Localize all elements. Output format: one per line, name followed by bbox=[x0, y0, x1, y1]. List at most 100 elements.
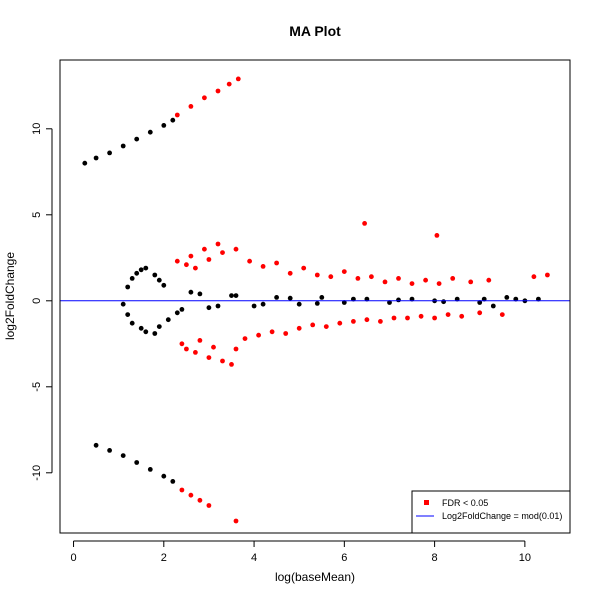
data-point bbox=[165, 317, 171, 323]
data-point bbox=[459, 313, 465, 319]
data-point bbox=[156, 324, 162, 329]
data-point bbox=[477, 310, 483, 316]
data-point bbox=[328, 274, 334, 280]
data-point bbox=[310, 322, 316, 328]
data-point bbox=[215, 303, 221, 309]
y-axis: -10 -5 0 5 10 bbox=[31, 123, 53, 481]
data-point bbox=[364, 317, 370, 323]
data-point bbox=[405, 315, 410, 321]
data-point bbox=[296, 325, 302, 331]
x-axis: 0 2 4 6 8 10 bbox=[70, 540, 531, 564]
data-point bbox=[170, 117, 176, 123]
data-point bbox=[436, 281, 442, 286]
data-point bbox=[161, 473, 167, 479]
data-point bbox=[362, 221, 367, 226]
data-point bbox=[107, 448, 112, 453]
data-point bbox=[120, 301, 126, 307]
data-point bbox=[188, 104, 194, 109]
x-tick-label: 2 bbox=[161, 552, 167, 564]
data-point bbox=[174, 258, 180, 264]
data-points bbox=[82, 76, 550, 524]
data-point bbox=[314, 272, 320, 278]
x-axis-title: log(baseMean) bbox=[275, 570, 355, 584]
data-point bbox=[260, 301, 266, 307]
data-point bbox=[378, 319, 383, 324]
data-point bbox=[499, 312, 505, 317]
data-point bbox=[129, 320, 135, 326]
data-point bbox=[197, 291, 203, 297]
data-point bbox=[120, 143, 126, 149]
data-point bbox=[107, 150, 112, 156]
data-point bbox=[120, 453, 126, 458]
data-point bbox=[134, 270, 140, 276]
data-point bbox=[434, 233, 440, 238]
data-point bbox=[432, 315, 437, 321]
data-point bbox=[152, 331, 158, 336]
y-tick-label: 5 bbox=[31, 212, 43, 218]
y-axis-title: log2FoldChange bbox=[3, 252, 17, 340]
data-point bbox=[215, 241, 221, 247]
data-point bbox=[274, 260, 279, 266]
data-point bbox=[193, 350, 198, 355]
legend-label-fdr: FDR < 0.05 bbox=[442, 498, 488, 508]
data-point bbox=[233, 293, 239, 298]
data-point bbox=[256, 332, 261, 338]
data-point bbox=[206, 503, 212, 508]
data-point bbox=[274, 295, 279, 300]
data-point bbox=[134, 460, 140, 465]
data-point bbox=[382, 279, 388, 285]
data-point bbox=[197, 497, 203, 503]
data-point bbox=[296, 301, 302, 307]
data-point bbox=[143, 329, 149, 335]
data-point bbox=[125, 312, 131, 317]
data-point bbox=[174, 112, 180, 118]
data-point bbox=[152, 272, 158, 278]
data-point bbox=[138, 267, 144, 273]
data-point bbox=[206, 257, 212, 262]
data-point bbox=[129, 276, 135, 281]
data-point bbox=[138, 325, 144, 331]
data-point bbox=[319, 295, 325, 300]
data-point bbox=[215, 88, 221, 94]
data-point bbox=[337, 320, 343, 326]
data-point bbox=[504, 295, 510, 300]
data-point bbox=[351, 319, 356, 324]
data-point bbox=[188, 289, 194, 295]
data-point bbox=[341, 269, 347, 274]
data-point bbox=[197, 338, 203, 343]
data-point bbox=[161, 282, 167, 288]
data-point bbox=[468, 279, 474, 285]
data-point bbox=[220, 250, 225, 256]
data-point bbox=[450, 276, 456, 281]
data-point bbox=[423, 277, 428, 283]
data-point bbox=[226, 81, 232, 87]
data-point bbox=[134, 136, 140, 142]
data-point bbox=[174, 310, 180, 316]
data-point bbox=[179, 341, 185, 347]
data-point bbox=[269, 329, 275, 335]
legend-label-log2fc: Log2FoldChange = mod(0.01) bbox=[442, 511, 562, 521]
data-point bbox=[355, 276, 361, 281]
data-point bbox=[396, 276, 401, 281]
data-point bbox=[184, 262, 189, 268]
y-tick-label: -10 bbox=[31, 465, 43, 481]
data-point bbox=[323, 324, 329, 329]
data-point bbox=[445, 312, 451, 317]
data-point bbox=[211, 344, 216, 350]
data-point bbox=[93, 442, 99, 448]
data-point bbox=[93, 155, 99, 161]
data-point bbox=[188, 253, 194, 259]
data-point bbox=[409, 281, 415, 286]
data-point bbox=[233, 346, 239, 352]
data-point bbox=[229, 293, 234, 298]
data-point bbox=[188, 492, 194, 498]
data-point bbox=[545, 272, 550, 278]
data-point bbox=[147, 467, 153, 472]
data-point bbox=[143, 265, 149, 271]
y-tick-label: 10 bbox=[31, 123, 43, 135]
data-point bbox=[418, 313, 424, 319]
x-tick-label: 10 bbox=[519, 552, 531, 564]
data-point bbox=[260, 264, 266, 269]
legend-point-swatch bbox=[424, 500, 429, 505]
data-point bbox=[193, 265, 198, 271]
